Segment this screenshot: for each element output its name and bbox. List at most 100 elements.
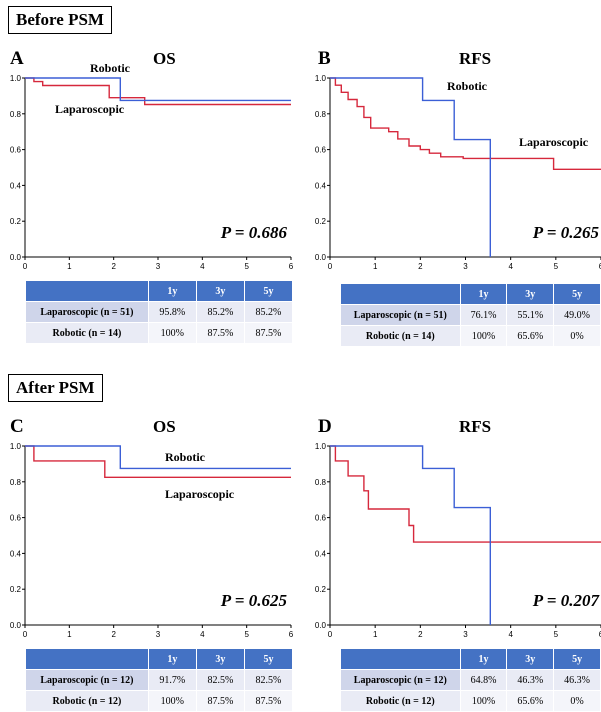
table-cell: 100% [459, 690, 508, 712]
header-cell: 3y [506, 648, 555, 670]
header-cell: 5y [243, 648, 294, 670]
curve-label: Robotic [447, 79, 488, 93]
panel-letter-b: B [318, 48, 331, 69]
series-line-laparoscopic [330, 77, 601, 171]
survival-table-c: 1y 3y 5y Laparoscopic (n = 12) 91.7% 82.5% 82.… [25, 648, 294, 712]
table-cell: 95.8% [147, 301, 197, 323]
series-line-robotic [330, 445, 492, 625]
table-cell: 100% [459, 325, 508, 347]
x-tick-label: 6 [289, 262, 294, 271]
table-row: Laparoscopic (n = 51) 95.8% 85.2% 85.2% [25, 301, 294, 323]
y-tick-label: 0.0 [10, 621, 22, 630]
header-cell: 3y [195, 648, 245, 670]
curve-label: Robotic [165, 450, 206, 464]
km-chart-b: 0.0 0.2 0.4 0.6 0.8 1.0 0 1 2 3 4 5 6 Robotic Laparosc… [315, 74, 601, 271]
table-row: Laparoscopic (n = 51) 76.1% 55.1% 49.0% [340, 304, 601, 326]
km-chart-a: 0.0 0.2 0.4 0.6 0.8 1.0 0 1 2 3 4 5 6 Robotic Laparosc… [10, 61, 294, 271]
km-chart-d: 0.0 0.2 0.4 0.6 0.8 1.0 0 1 2 3 4 5 6 P = 0.207 [315, 442, 601, 639]
table-cell: 65.6% [506, 325, 555, 347]
table-cell: 100% [147, 690, 197, 712]
panel-letter-d: D [318, 416, 332, 437]
table-row: Robotic (n = 12) 100% 65.6% 0% [340, 690, 601, 712]
table-cell: 55.1% [506, 304, 555, 326]
table-cell: 87.5% [243, 322, 294, 344]
y-tick-label: 0.2 [315, 585, 327, 594]
table-cell: 76.1% [459, 304, 508, 326]
survival-table-a: 1y 3y 5y Laparoscopic (n = 51) 95.8% 85.2% 85.… [25, 280, 294, 344]
y-tick-label: 0.6 [10, 514, 22, 523]
p-value: P = 0.207 [532, 591, 601, 610]
survival-table-d: 1y 3y 5y Laparoscopic (n = 12) 64.8% 46.3% 46.… [340, 648, 601, 712]
series-line-robotic [25, 77, 291, 102]
header-cell: 5y [243, 280, 294, 302]
table-cell: 49.0% [553, 304, 601, 326]
x-tick-label: 4 [200, 262, 205, 271]
row-label: Laparoscopic (n = 12) [25, 669, 149, 691]
curve-label: Laparoscopic [519, 135, 589, 149]
table-cell: 87.5% [243, 690, 294, 712]
x-tick-label: 3 [463, 262, 468, 271]
y-tick-label: 0.6 [10, 146, 22, 155]
table-cell: 87.5% [195, 322, 245, 344]
header-cell: 1y [459, 283, 508, 305]
table-row: Robotic (n = 12) 100% 87.5% 87.5% [25, 690, 294, 712]
header-cell: 1y [459, 648, 508, 670]
x-tick-label: 1 [67, 262, 72, 271]
x-tick-label: 0 [23, 262, 28, 271]
section-label-before-psm: Before PSM [8, 6, 112, 34]
y-tick-label: 0.2 [10, 217, 22, 226]
table-cell: 46.3% [506, 669, 555, 691]
table-cell: 85.2% [195, 301, 245, 323]
survival-table-b: 1y 3y 5y Laparoscopic (n = 51) 76.1% 55.1% 49.… [340, 283, 601, 347]
row-label: Laparoscopic (n = 51) [340, 304, 461, 326]
series-line-robotic [25, 445, 291, 470]
table-cell: 85.2% [243, 301, 294, 323]
y-tick-label: 0.8 [10, 110, 22, 119]
curve-label: Laparoscopic [55, 102, 125, 116]
header-blank [25, 280, 149, 302]
y-tick-label: 0.8 [10, 478, 22, 487]
y-tick-label: 0.0 [10, 253, 22, 262]
table-cell: 0% [553, 690, 601, 712]
table-header-row: 1y 3y 5y [340, 648, 601, 670]
y-tick-label: 0.4 [10, 549, 22, 558]
table-cell: 64.8% [459, 669, 508, 691]
panel-letter-a: A [10, 48, 24, 69]
header-cell: 1y [147, 280, 197, 302]
table-cell: 82.5% [243, 669, 294, 691]
y-tick-label: 0.4 [315, 181, 327, 190]
x-tick-label: 3 [463, 630, 468, 639]
row-label: Robotic (n = 14) [25, 322, 149, 344]
x-tick-label: 0 [23, 630, 28, 639]
panel-title-b: RFS [459, 49, 492, 68]
x-tick-label: 4 [200, 630, 205, 639]
x-tick-label: 2 [111, 262, 116, 271]
panel-title-a: OS [153, 49, 176, 68]
y-tick-label: 0.2 [10, 585, 22, 594]
series-line-laparoscopic [25, 445, 291, 478]
x-tick-label: 1 [373, 262, 378, 271]
y-tick-label: 0.4 [10, 181, 22, 190]
x-tick-label: 4 [508, 262, 513, 271]
panel-title-c: OS [153, 417, 176, 436]
row-label: Robotic (n = 14) [340, 325, 461, 347]
row-label: Robotic (n = 12) [340, 690, 461, 712]
x-tick-label: 2 [111, 630, 116, 639]
km-chart-c: 0.0 0.2 0.4 0.6 0.8 1.0 0 1 2 3 4 5 6 Robotic Laparosc… [10, 442, 294, 639]
table-cell: 65.6% [506, 690, 555, 712]
x-tick-label: 1 [373, 630, 378, 639]
header-cell: 1y [147, 648, 197, 670]
header-cell: 5y [553, 283, 601, 305]
y-tick-label: 1.0 [10, 442, 22, 451]
p-value: P = 0.265 [532, 223, 600, 242]
y-tick-label: 0.2 [315, 217, 327, 226]
header-blank [25, 648, 149, 670]
header-blank [340, 283, 461, 305]
y-tick-label: 0.6 [315, 514, 327, 523]
table-header-row: 1y 3y 5y [25, 280, 294, 302]
x-tick-label: 5 [554, 262, 559, 271]
table-cell: 82.5% [195, 669, 245, 691]
table-cell: 100% [147, 322, 197, 344]
x-tick-label: 0 [328, 262, 333, 271]
x-tick-label: 5 [244, 630, 249, 639]
